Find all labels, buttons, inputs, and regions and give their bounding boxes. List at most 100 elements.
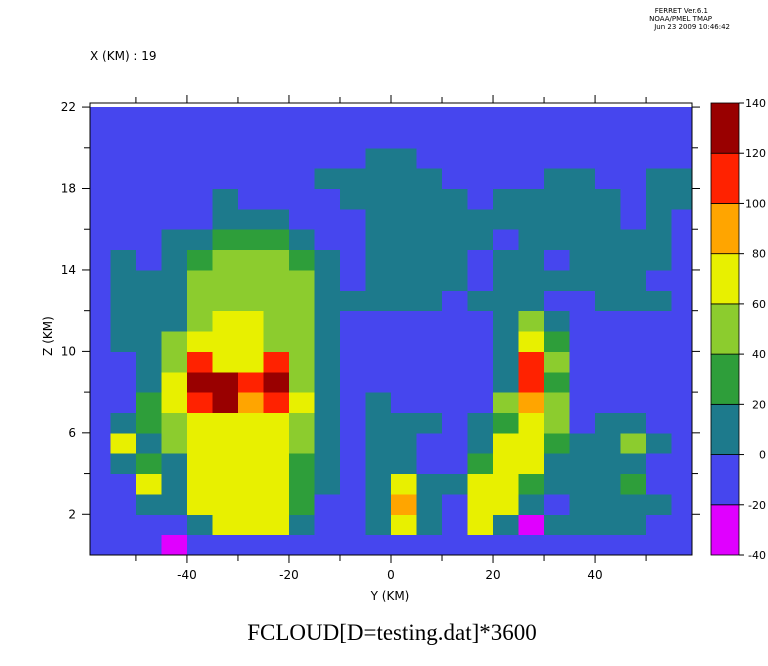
contour-cell	[646, 188, 673, 210]
contour-cell	[135, 290, 162, 312]
colorbar-swatch	[710, 403, 740, 455]
contour-cell	[135, 208, 162, 230]
contour-cell	[620, 331, 647, 352]
contour-cell	[391, 371, 418, 393]
contour-cell	[467, 188, 494, 210]
contour-cell	[186, 534, 213, 555]
contour-cell	[442, 107, 469, 128]
contour-cell	[339, 107, 366, 128]
contour-cell	[544, 229, 571, 251]
contour-cell	[493, 351, 520, 373]
contour-cell	[186, 229, 213, 251]
contour-cell	[314, 514, 341, 536]
contour-cell	[671, 371, 692, 393]
contour-cell	[646, 269, 673, 291]
contour-cell	[416, 269, 443, 291]
contour-cell	[135, 473, 162, 495]
contour-cell	[646, 249, 673, 271]
contour-cell	[416, 473, 443, 495]
contour-cell	[110, 168, 137, 190]
contour-cell	[90, 269, 111, 291]
contour-cell	[671, 514, 692, 536]
contour-cell	[467, 493, 494, 515]
contour-cell	[314, 432, 341, 454]
colorbar-swatch	[710, 253, 740, 305]
contour-cell	[544, 107, 571, 128]
contour-cell	[135, 493, 162, 515]
contour-cell	[263, 351, 290, 373]
contour-cell	[595, 269, 622, 291]
contour-cell	[671, 107, 692, 128]
contour-field	[90, 107, 692, 555]
contour-cell	[442, 493, 469, 515]
contour-cell	[161, 473, 188, 495]
contour-cell	[110, 534, 137, 555]
contour-cell	[416, 351, 443, 373]
contour-cell	[365, 331, 392, 352]
contour-cell	[544, 147, 571, 169]
contour-cell	[416, 514, 443, 536]
contour-cell	[569, 168, 596, 190]
subtitle: X (KM) : 19	[90, 49, 157, 63]
contour-cell	[493, 249, 520, 271]
contour-cell	[288, 534, 315, 555]
contour-cell	[212, 453, 239, 475]
contour-cell	[365, 208, 392, 230]
contour-cell	[467, 392, 494, 413]
contour-cell	[263, 412, 290, 434]
contour-cell	[339, 249, 366, 271]
contour-cell	[620, 269, 647, 291]
contour-cell	[237, 127, 264, 149]
contour-cell	[671, 310, 692, 332]
contour-cell	[186, 310, 213, 332]
contour-cell	[161, 229, 188, 251]
contour-cell	[314, 534, 341, 555]
contour-cell	[569, 514, 596, 536]
contour-cell	[620, 473, 647, 495]
contour-cell	[391, 249, 418, 271]
contour-cell	[671, 249, 692, 271]
colorbar-swatch	[710, 504, 740, 556]
contour-cell	[391, 493, 418, 515]
contour-cell	[135, 147, 162, 169]
contour-cell	[544, 493, 571, 515]
contour-cell	[646, 371, 673, 393]
contour-cell	[212, 331, 239, 352]
colorbar-label: 120	[745, 147, 766, 160]
contour-cell	[237, 269, 264, 291]
colorbar-label: 140	[745, 97, 766, 110]
contour-cell	[212, 127, 239, 149]
contour-cell	[161, 412, 188, 434]
contour-cell	[467, 331, 494, 352]
contour-cell	[671, 147, 692, 169]
contour-cell	[288, 371, 315, 393]
contour-cell	[212, 290, 239, 312]
contour-cell	[671, 392, 692, 413]
contour-cell	[442, 432, 469, 454]
contour-cell	[90, 514, 111, 536]
contour-cell	[620, 107, 647, 128]
contour-cell	[646, 310, 673, 332]
contour-cell	[288, 412, 315, 434]
contour-cell	[288, 514, 315, 536]
contour-cell	[90, 412, 111, 434]
contour-cell	[620, 412, 647, 434]
contour-cell	[110, 229, 137, 251]
contour-cell	[186, 514, 213, 536]
contour-cell	[442, 290, 469, 312]
contour-cell	[467, 229, 494, 251]
contour-cell	[339, 493, 366, 515]
contour-cell	[339, 392, 366, 413]
contour-cell	[135, 310, 162, 332]
contour-cell	[288, 107, 315, 128]
contour-cell	[90, 290, 111, 312]
contour-cell	[391, 514, 418, 536]
contour-cell	[595, 514, 622, 536]
colorbar-label: 80	[752, 248, 766, 261]
contour-cell	[569, 127, 596, 149]
contour-cell	[569, 534, 596, 555]
contour-cell	[110, 107, 137, 128]
contour-cell	[237, 351, 264, 373]
contour-cell	[646, 534, 673, 555]
contour-cell	[493, 412, 520, 434]
